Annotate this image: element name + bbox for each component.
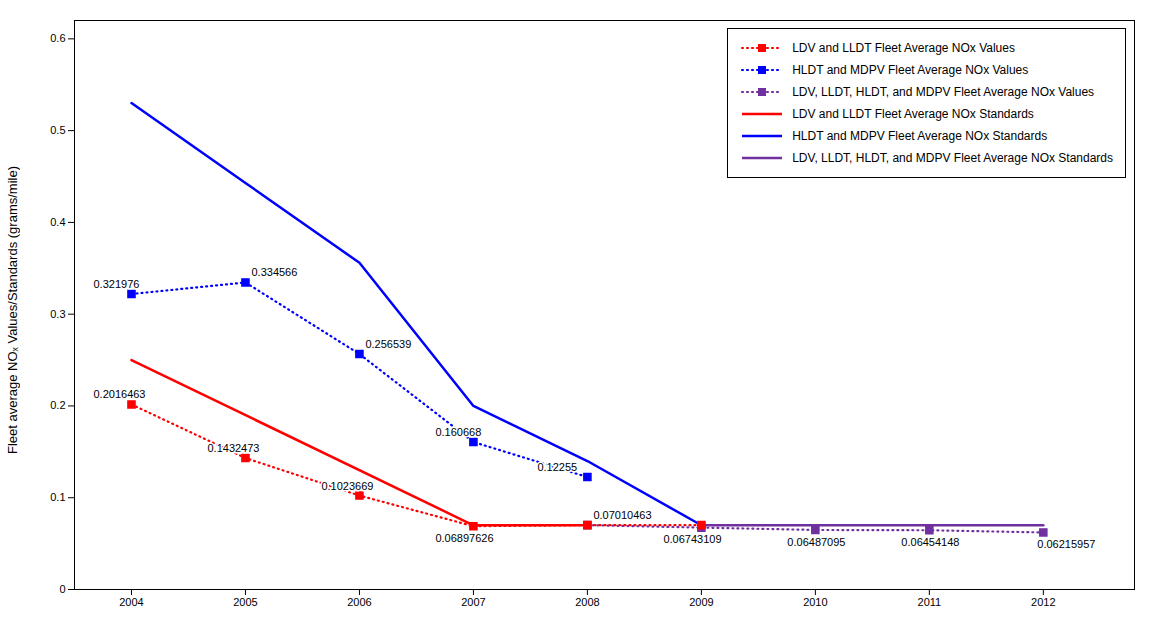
svg-text:0.321976: 0.321976 [93, 278, 139, 290]
html-text:LDV and LLDT Fleet Average NOx: LDV and LLDT Fleet Average NOx Standards [792, 107, 1034, 121]
svg-text:0.06454148: 0.06454148 [901, 536, 959, 548]
svg-text:0: 0 [59, 583, 65, 595]
svg-text:2009: 2009 [689, 596, 713, 608]
svg-text:2012: 2012 [1031, 596, 1055, 608]
svg-text:0.06487095: 0.06487095 [787, 536, 845, 548]
html-text:HLDT and MDPV Fleet Average NO: HLDT and MDPV Fleet Average NOx Values [792, 63, 1029, 77]
svg-text:0.334566: 0.334566 [251, 266, 297, 278]
svg-text:2011: 2011 [918, 596, 942, 608]
svg-text:0.2016463: 0.2016463 [93, 388, 145, 400]
svg-text:2007: 2007 [461, 596, 485, 608]
html-text:LDV and LLDT Fleet Average NOx: LDV and LLDT Fleet Average NOx Values [792, 41, 1015, 55]
svg-text:0.1432473: 0.1432473 [207, 442, 259, 454]
svg-text:0.160668: 0.160668 [435, 426, 481, 438]
html-text:HLDT and MDPV Fleet Average NO: HLDT and MDPV Fleet Average NOx Standard… [792, 129, 1048, 143]
svg-text:0.07010463: 0.07010463 [593, 509, 651, 521]
svg-text:2005: 2005 [233, 596, 257, 608]
svg-text:0.06897626: 0.06897626 [435, 532, 493, 544]
svg-text:0.1023669: 0.1023669 [321, 480, 373, 492]
svg-text:0.4: 0.4 [50, 216, 65, 228]
svg-text:0.256539: 0.256539 [365, 338, 411, 350]
svg-text:0.2: 0.2 [50, 399, 65, 411]
svg-text:0.1: 0.1 [50, 491, 65, 503]
svg-text:0.3: 0.3 [50, 308, 65, 320]
svg-text:2008: 2008 [575, 596, 599, 608]
svg-text:0.6: 0.6 [50, 32, 65, 44]
svg-text:2010: 2010 [803, 596, 827, 608]
html-text:Fleet average NOₓ Values/Stand: Fleet average NOₓ Values/Standards (gram… [4, 165, 20, 454]
html-text:LDV, LLDT, HLDT, and MDPV Flee: LDV, LLDT, HLDT, and MDPV Fleet Average … [792, 151, 1113, 165]
html-text:LDV, LLDT, HLDT, and MDPV Flee: LDV, LLDT, HLDT, and MDPV Fleet Average … [792, 85, 1095, 99]
svg-text:0.12255: 0.12255 [537, 461, 577, 473]
svg-text:0.5: 0.5 [50, 124, 65, 136]
svg-text:2004: 2004 [119, 596, 143, 608]
svg-text:0.06215957: 0.06215957 [1037, 538, 1095, 550]
svg-text:2006: 2006 [347, 596, 371, 608]
svg-text:0.06743109: 0.06743109 [663, 533, 721, 545]
